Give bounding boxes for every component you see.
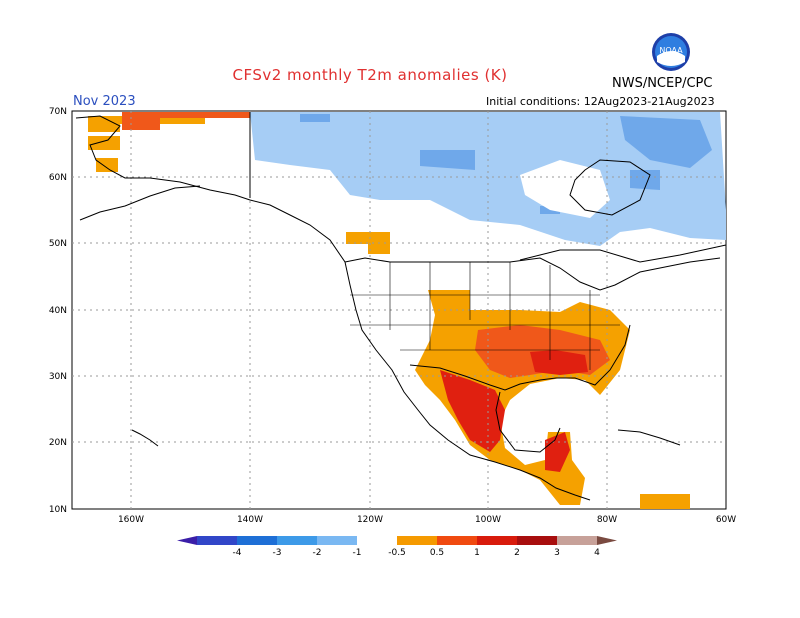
- lon-label-60w: 60W: [716, 515, 736, 525]
- colorbar-label: 1: [474, 548, 480, 558]
- lon-label-120w: 120W: [357, 515, 383, 525]
- colorbar-swatch: [317, 536, 357, 545]
- forecast-period: Nov 2023: [73, 94, 136, 109]
- colorbar-swatch: [237, 536, 277, 545]
- colorbar-swatch: [397, 536, 437, 545]
- colorbar-swatch: [357, 536, 397, 545]
- latitude-labels: 70N 60N 50N 40N 30N 20N 10N: [49, 107, 67, 515]
- colorbar-right-arrow: [597, 536, 617, 545]
- colorbar-label: 3: [554, 548, 560, 558]
- lat-label-50n: 50N: [49, 239, 67, 249]
- colorbar-label: -0.5: [388, 548, 406, 558]
- coastlines: [75, 112, 727, 501]
- lat-label-70n: 70N: [49, 107, 67, 117]
- lon-label-160w: 160W: [118, 515, 144, 525]
- colorbar-label: -1: [353, 548, 362, 558]
- lat-label-40n: 40N: [49, 306, 67, 316]
- colorbar-swatch: [517, 536, 557, 545]
- colorbar-label: -4: [233, 548, 242, 558]
- colorbar: -4 -3 -2 -1 -0.5 0.5 1 2 3 4: [177, 536, 617, 558]
- colorbar-label: -3: [273, 548, 282, 558]
- colorbar-swatch: [557, 536, 597, 545]
- colorbar-swatch: [197, 536, 237, 545]
- longitude-labels: 160W 140W 120W 100W 80W 60W: [118, 515, 736, 525]
- initial-conditions: Initial conditions: 12Aug2023-21Aug2023: [486, 95, 715, 108]
- lat-label-60n: 60N: [49, 173, 67, 183]
- logo-text: NOAA: [659, 46, 683, 55]
- cold-anomaly-core: [300, 114, 712, 214]
- noaa-logo-icon: NOAA: [652, 33, 690, 71]
- lat-label-10n: 10N: [49, 505, 67, 515]
- chart-title: CFSv2 monthly T2m anomalies (K): [232, 66, 508, 84]
- colorbar-swatch: [277, 536, 317, 545]
- lat-label-20n: 20N: [49, 438, 67, 448]
- colorbar-swatch: [437, 536, 477, 545]
- colorbar-label: 0.5: [430, 548, 444, 558]
- state-borders: [350, 262, 620, 370]
- colorbar-left-arrow: [177, 536, 197, 545]
- lon-label-140w: 140W: [237, 515, 263, 525]
- lon-label-100w: 100W: [475, 515, 501, 525]
- graticule: [72, 111, 726, 509]
- colorbar-swatch: [477, 536, 517, 545]
- warm-anomaly-regions: [88, 112, 690, 509]
- organization-label: NWS/NCEP/CPC: [612, 76, 713, 91]
- colorbar-label: 4: [594, 548, 600, 558]
- lat-label-30n: 30N: [49, 372, 67, 382]
- colorbar-label: 2: [514, 548, 520, 558]
- lon-label-80w: 80W: [597, 515, 617, 525]
- colorbar-label: -2: [313, 548, 322, 558]
